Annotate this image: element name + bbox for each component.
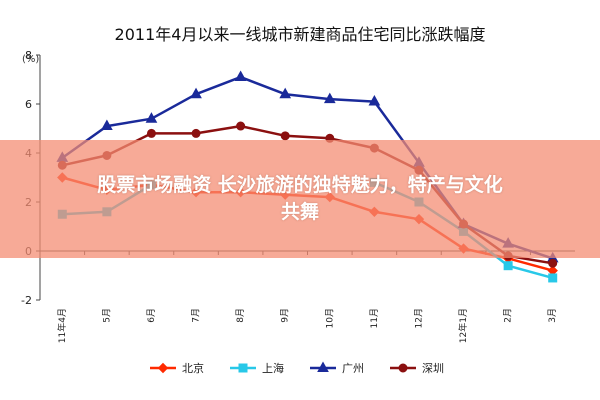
- x-tick-label: 5月: [101, 308, 112, 323]
- overlay-line-1: 股票市场融资 长沙旅游的独特魅力，特产与文化: [97, 174, 503, 196]
- x-tick-label: 7月: [191, 308, 202, 323]
- x-tick-label: 8月: [235, 308, 246, 323]
- y-tick-label: 6: [25, 98, 32, 111]
- data-point: [101, 119, 113, 131]
- overlay-text: 股票市场融资 长沙旅游的独特魅力，特产与文化 共舞: [0, 172, 600, 226]
- data-point: [280, 131, 290, 141]
- data-point: [548, 258, 558, 268]
- legend: 北京 上海 广州 深圳: [150, 361, 444, 375]
- x-tick-label: 12年1月: [457, 308, 469, 343]
- y-tick-label: -2: [21, 294, 32, 307]
- x-tick-label: 10月: [324, 308, 335, 328]
- legend-marker: [317, 361, 329, 372]
- y-tick-label: 8: [25, 49, 32, 62]
- x-tick-label: 2月: [503, 308, 514, 323]
- x-tick-label: 3月: [547, 308, 558, 323]
- overlay-banner: [0, 140, 600, 258]
- data-point: [145, 112, 158, 123]
- data-point: [190, 87, 202, 99]
- legend-item: 上海: [230, 361, 284, 375]
- data-point: [234, 70, 247, 82]
- legend-label: 广州: [342, 362, 364, 375]
- legend-label: 上海: [262, 361, 284, 375]
- data-point: [548, 273, 558, 283]
- data-point: [146, 128, 156, 138]
- data-point: [323, 92, 336, 104]
- overlay-line-2: 共舞: [280, 201, 319, 223]
- legend-item: 深圳: [390, 362, 444, 375]
- y-axis-unit: (%): [22, 54, 39, 65]
- legend-marker: [157, 362, 169, 374]
- data-point: [279, 87, 292, 99]
- legend-item: 广州: [310, 361, 364, 375]
- x-tick-label: 11年4月: [56, 308, 68, 343]
- data-point: [503, 261, 513, 271]
- chart-title: 2011年4月以来一线城市新建商品住宅同比涨跌幅度: [115, 25, 486, 44]
- data-point: [236, 121, 246, 131]
- data-point: [368, 95, 381, 106]
- legend-marker: [398, 363, 408, 373]
- legend-label: 北京: [182, 361, 204, 375]
- data-point: [191, 128, 201, 138]
- legend-label: 深圳: [422, 362, 444, 375]
- x-tick-label: 11月: [369, 308, 380, 328]
- legend-marker: [238, 363, 248, 373]
- x-tick-label: 12月: [413, 308, 424, 328]
- x-tick-label: 6月: [146, 308, 157, 323]
- legend-item: 北京: [150, 361, 204, 375]
- x-tick-label: 9月: [280, 308, 291, 323]
